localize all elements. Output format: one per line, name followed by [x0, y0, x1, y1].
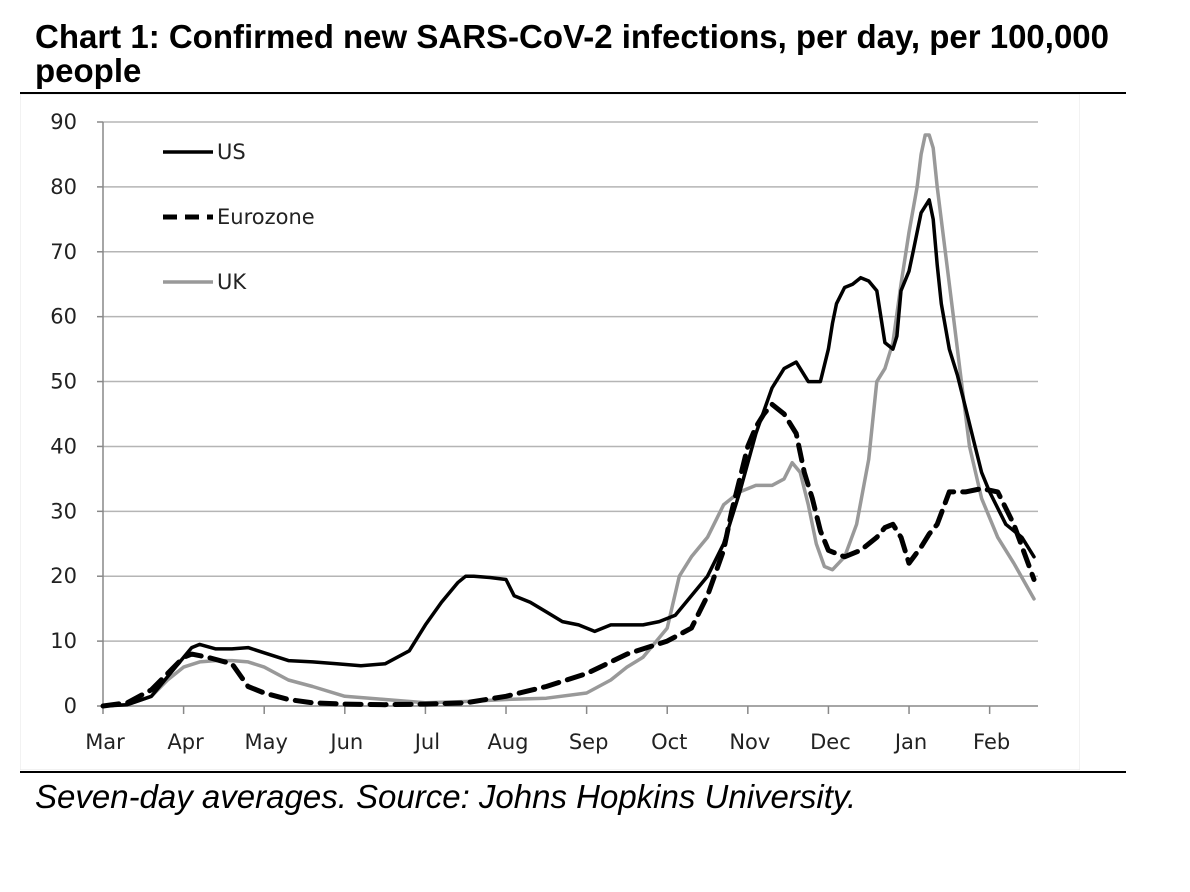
x-tick-label: May: [244, 730, 287, 754]
gridlines: [103, 121, 1038, 642]
bottom-rule: [20, 771, 1126, 773]
y-tick-label: 40: [50, 434, 77, 458]
y-tick-label: 50: [50, 370, 77, 394]
y-tick-label: 10: [50, 629, 77, 653]
series-line-eurozone: [100, 401, 1037, 709]
series-lines: [100, 133, 1037, 709]
y-tick-label: 80: [50, 175, 77, 199]
top-rule: [20, 92, 1126, 94]
x-tick-label: Mar: [85, 730, 125, 754]
y-tick-label: 20: [50, 564, 77, 588]
y-tick-label: 90: [50, 110, 77, 134]
x-tick-label: Jun: [328, 730, 363, 754]
x-tick-label: Aug: [488, 730, 529, 754]
legend-label-us: US: [217, 140, 246, 164]
x-tick-label: Dec: [810, 730, 851, 754]
x-tick-label: Jul: [413, 730, 440, 754]
y-tick-label: 30: [50, 499, 77, 523]
chart-title: Chart 1: Confirmed new SARS-CoV-2 infect…: [35, 18, 1109, 89]
axes: 0 10 20 30 40 50 60 70 80 90 Mar Apr May Jun Jul Aug Sep…: [50, 110, 1038, 754]
legend: US Eurozone UK: [163, 140, 315, 294]
series-line-uk: [101, 133, 1036, 708]
line-chart: 0 10 20 30 40 50 60 70 80 90 Mar Apr May Jun Jul Aug Sep…: [20, 94, 1080, 770]
legend-label-uk: UK: [217, 270, 247, 294]
y-tick-label: 70: [50, 240, 77, 264]
legend-label-eurozone: Eurozone: [217, 205, 315, 229]
x-tick-label: Oct: [651, 730, 687, 754]
x-tick-label: Jan: [893, 730, 927, 754]
x-tick-label: Sep: [569, 730, 609, 754]
x-tick-label: Feb: [973, 730, 1010, 754]
source-note: Seven-day averages. Source: Johns Hopkin…: [35, 778, 857, 815]
chart-area: 0 10 20 30 40 50 60 70 80 90 Mar Apr May Jun Jul Aug Sep…: [20, 94, 1080, 770]
x-tick-label: Apr: [167, 730, 204, 754]
x-tick-label: Nov: [729, 730, 770, 754]
y-tick-label: 0: [64, 694, 77, 718]
y-tick-label: 60: [50, 305, 77, 329]
series-line-us: [101, 198, 1036, 708]
